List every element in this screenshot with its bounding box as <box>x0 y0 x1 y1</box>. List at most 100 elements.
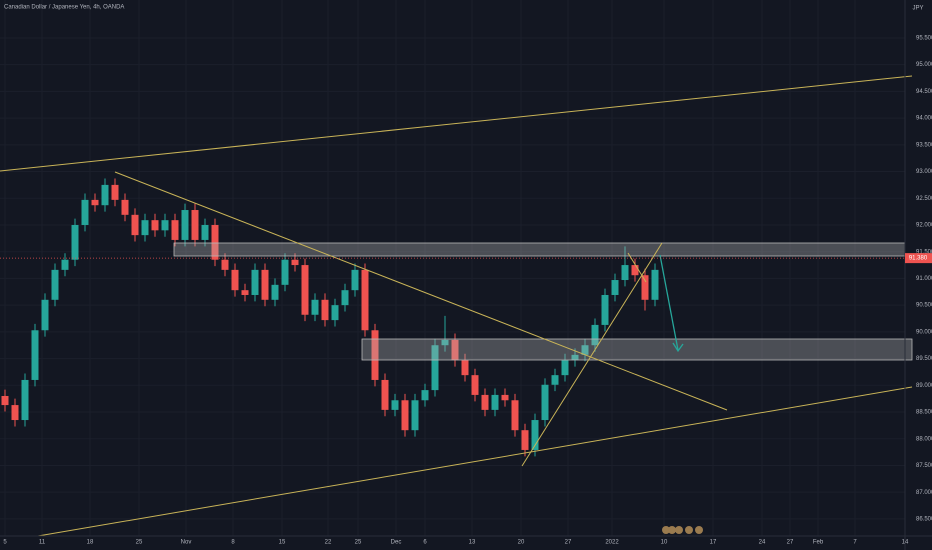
x-tick-label: 2022 <box>605 540 619 546</box>
candle-body <box>31 330 39 380</box>
y-tick-label: 88.500 <box>916 410 932 416</box>
candle-body <box>531 420 539 450</box>
candle-body <box>641 275 649 300</box>
candle-body <box>631 265 639 276</box>
x-tick-label: 27 <box>787 540 794 546</box>
candle-body <box>581 345 589 355</box>
candle-body <box>101 184 109 206</box>
candle-body <box>121 199 129 215</box>
candle-body <box>111 184 119 200</box>
x-tick-label: 6 <box>423 540 427 546</box>
projection-arrow <box>659 254 679 351</box>
resistance-zone <box>173 242 906 257</box>
x-tick-label: 7 <box>853 540 857 546</box>
y-tick-label: 94.500 <box>916 89 932 95</box>
candle-body <box>251 269 259 295</box>
candle-body <box>221 259 229 270</box>
y-tick-label: 90.000 <box>916 329 932 335</box>
y-tick-label: 92.500 <box>916 196 932 202</box>
candle-body <box>511 400 519 431</box>
x-tick-label: 18 <box>87 540 94 546</box>
y-tick-label: 86.500 <box>916 516 932 522</box>
short-trendline <box>627 252 647 283</box>
candle-body <box>311 299 319 315</box>
candle-body <box>301 265 309 315</box>
event-icon <box>675 526 683 534</box>
last-price-box <box>905 253 932 264</box>
candle-body <box>471 375 479 395</box>
y-tick-label: 89.000 <box>916 383 932 389</box>
x-tick-label: Dec <box>391 540 402 546</box>
candle-body <box>211 224 219 260</box>
candle-body <box>621 265 629 281</box>
y-tick-label: 89.500 <box>916 356 932 362</box>
y-tick-label: 95.500 <box>916 36 932 42</box>
y-tick-label: 87.500 <box>916 463 932 469</box>
candle-body <box>261 269 269 300</box>
candle-body <box>241 290 249 295</box>
candle-body <box>651 269 659 300</box>
arrow-head <box>672 342 684 353</box>
lower-channel-line <box>37 386 913 537</box>
candle-body <box>171 220 179 240</box>
candle-body <box>191 210 199 240</box>
x-tick-label: Nov <box>181 540 192 546</box>
upper-channel-line <box>0 75 913 172</box>
candle-body <box>391 400 399 410</box>
candle-body <box>1 395 9 406</box>
candle-body <box>561 360 569 376</box>
candle-body <box>51 269 59 300</box>
candle-body <box>401 400 409 431</box>
candle-body <box>451 339 459 361</box>
candles <box>1 178 659 457</box>
candle-body <box>491 394 499 410</box>
candle-body <box>441 339 449 346</box>
y-tick-label: 94.000 <box>916 116 932 122</box>
candle-body <box>341 290 349 306</box>
candle-body <box>571 354 579 361</box>
candle-body <box>141 220 149 236</box>
candle-body <box>591 324 599 346</box>
candle-body <box>271 284 279 300</box>
candle-body <box>381 379 389 410</box>
x-tick-label: 20 <box>518 540 525 546</box>
event-icon <box>662 526 670 534</box>
candle-body <box>21 379 29 421</box>
candle-body <box>551 375 559 385</box>
event-icon <box>668 526 676 534</box>
candle-body <box>321 299 329 321</box>
candle-body <box>71 224 79 260</box>
y-tick-label: 91.500 <box>916 249 932 255</box>
candle-body <box>281 259 289 285</box>
y-tick-label: 90.500 <box>916 303 932 309</box>
x-tick-label: 15 <box>279 540 286 546</box>
candle-body <box>431 345 439 391</box>
candle-body <box>201 224 209 240</box>
candle-body <box>611 280 619 295</box>
x-tick-label: 25 <box>355 540 362 546</box>
y-tick-label: 92.000 <box>916 223 932 229</box>
x-tick-label: 5 <box>3 540 7 546</box>
x-tick-label: 27 <box>565 540 572 546</box>
y-tick-label: 93.000 <box>916 169 932 175</box>
candle-body <box>11 405 19 421</box>
y-tick-label: 91.000 <box>916 276 932 282</box>
candle-body <box>601 294 609 325</box>
candle-body <box>161 220 169 231</box>
chart-title: Canadian Dollar / Japanese Yen, 4h, OAND… <box>4 5 124 11</box>
x-tick-label: 25 <box>136 540 143 546</box>
candle-body <box>81 199 89 225</box>
candle-body <box>371 330 379 380</box>
candle-body <box>151 220 159 231</box>
x-tick-label: 24 <box>759 540 766 546</box>
candle-body <box>351 269 359 291</box>
drawings <box>0 75 913 537</box>
x-tick-label: 8 <box>231 540 235 546</box>
candle-body <box>291 259 299 266</box>
candle-body <box>181 210 189 240</box>
event-icons <box>662 526 703 534</box>
x-tick-label: 13 <box>469 540 476 546</box>
